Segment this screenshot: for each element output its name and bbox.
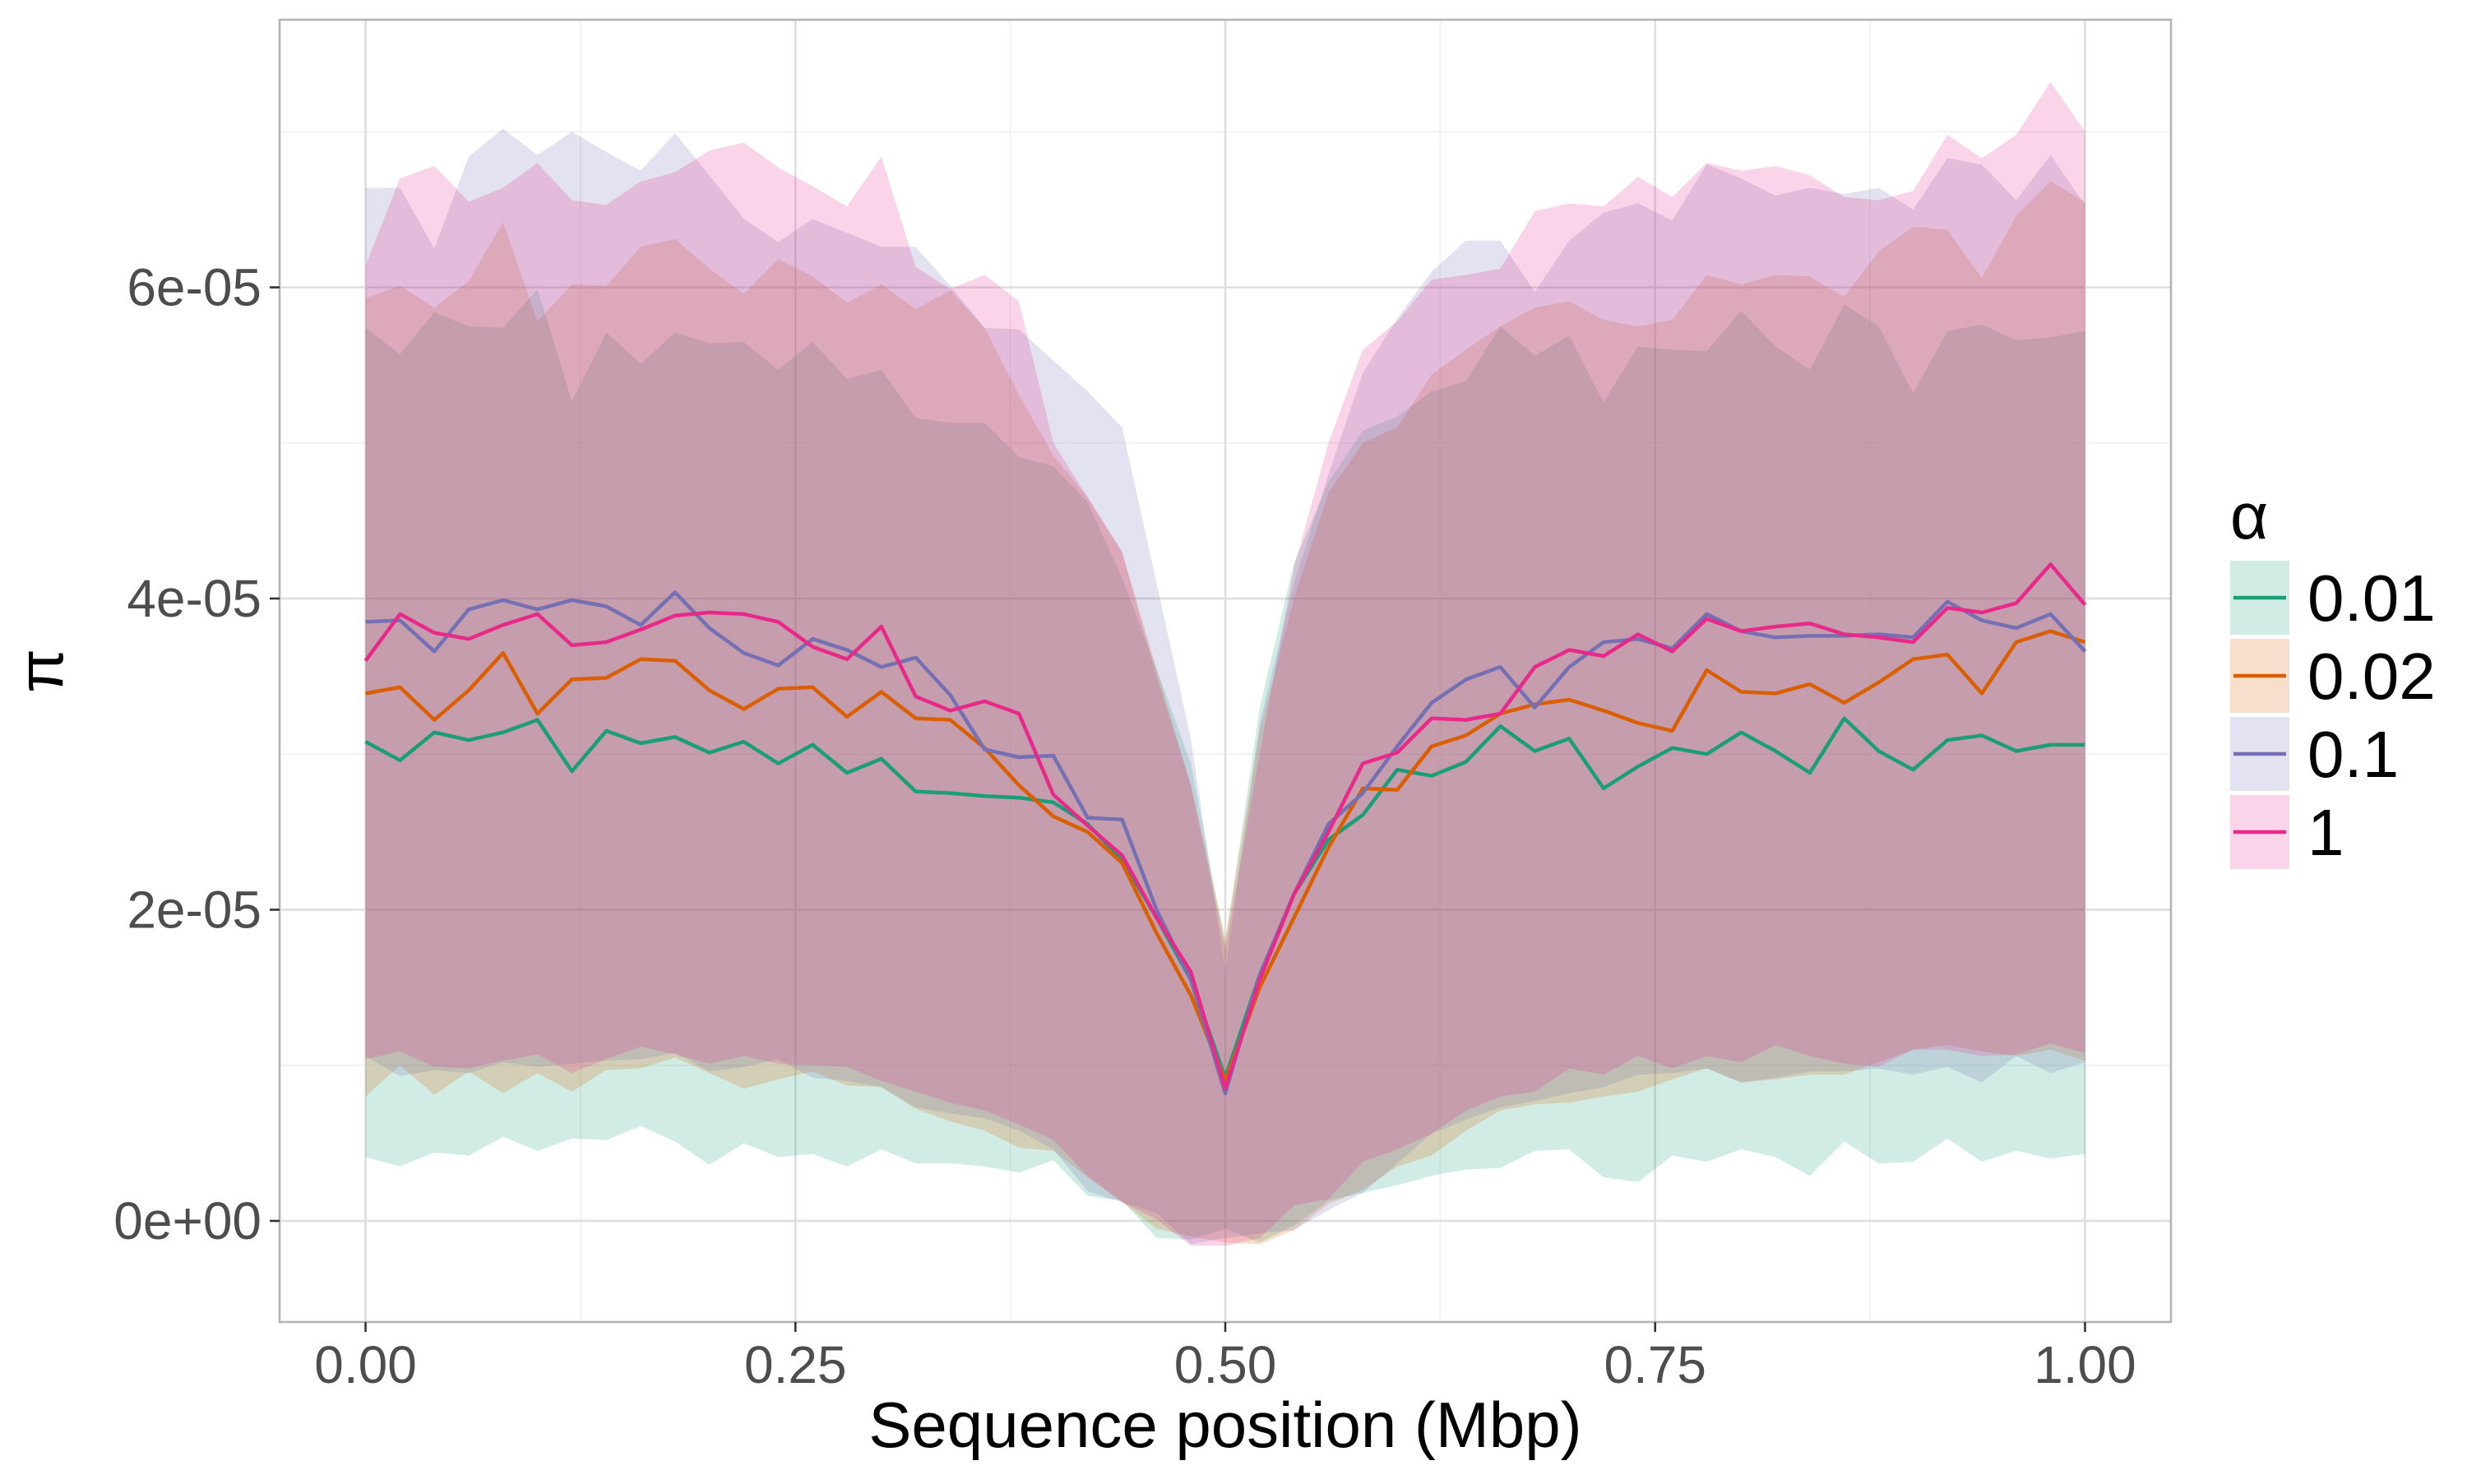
confidence-ribbons bbox=[365, 81, 2085, 1246]
x-axis-title: Sequence position (Mbp) bbox=[868, 1389, 1581, 1461]
legend-item-alpha-0.01: 0.01 bbox=[2230, 561, 2436, 635]
x-tick-label: 0.00 bbox=[314, 1335, 417, 1394]
grid bbox=[280, 20, 2171, 1322]
y-tick-label: 0e+00 bbox=[113, 1191, 262, 1251]
axes: 0.00 0.25 0.50 0.75 1.00 0e+00 2e-05 4e-05 6e-05 bbox=[113, 258, 2136, 1394]
ribbon-alpha-0.1 bbox=[365, 128, 2085, 1245]
legend-title: α bbox=[2230, 479, 2268, 552]
legend-label: 1 bbox=[2307, 796, 2344, 869]
mean-lines bbox=[363, 562, 2087, 1096]
x-tick-label: 0.25 bbox=[744, 1335, 847, 1394]
x-tick-label: 1.00 bbox=[2034, 1335, 2136, 1394]
y-tick-label: 2e-05 bbox=[127, 880, 262, 939]
line-alpha-0.02 bbox=[365, 629, 2086, 1083]
line-alpha-1 bbox=[363, 562, 2087, 1091]
legend-item-alpha-0.1: 0.1 bbox=[2230, 717, 2399, 791]
y-tick-label: 6e-05 bbox=[127, 258, 262, 317]
legend-label: 0.01 bbox=[2307, 562, 2436, 635]
legend-label: 0.1 bbox=[2307, 718, 2399, 791]
legend-item-alpha-1: 1 bbox=[2230, 795, 2344, 869]
legend-label: 0.02 bbox=[2307, 640, 2436, 713]
ribbon-alpha-1 bbox=[365, 81, 2085, 1246]
legend: α 0.010.020.11 bbox=[2230, 479, 2436, 869]
line-alpha-0.1 bbox=[365, 590, 2087, 1096]
y-axis-title: π bbox=[4, 649, 76, 693]
y-tick-label: 4e-05 bbox=[127, 569, 262, 628]
x-tick-label: 0.50 bbox=[1174, 1335, 1277, 1394]
x-tick-label: 0.75 bbox=[1604, 1335, 1706, 1394]
ribbon-alpha-0.01 bbox=[365, 289, 2085, 1243]
legend-items: 0.010.020.11 bbox=[2230, 561, 2436, 869]
legend-item-alpha-0.02: 0.02 bbox=[2230, 639, 2436, 713]
ribbon-alpha-0.02 bbox=[365, 181, 2085, 1245]
